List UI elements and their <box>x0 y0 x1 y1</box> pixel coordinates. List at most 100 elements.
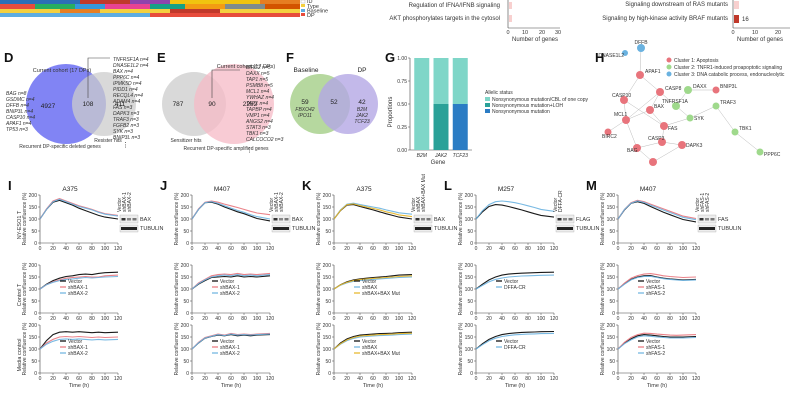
ytick-label: 0 <box>328 371 331 377</box>
svg-text:APAF1 n=4: APAF1 n=4 <box>5 121 32 127</box>
growth-plot: 0 50 100 150 200 0 20 40 60 80 100 120 Relative conf… <box>600 192 700 252</box>
f-gene-tcf23: TCF23 <box>354 119 370 125</box>
growth-plot: 0 50 100 150 200 0 20 40 60 80 100 120 Relative conf… <box>458 192 558 252</box>
svg-text:⋮: ⋮ <box>122 142 129 149</box>
node-casp3b <box>649 158 657 166</box>
xtick-label: 100 <box>395 246 404 252</box>
blot-band <box>426 218 431 221</box>
ytick-label: 0 <box>34 241 37 247</box>
node-tnfrsf1a <box>672 102 680 110</box>
ytick-label: 0 <box>612 371 615 377</box>
xtick-label: 60 <box>228 246 234 252</box>
series-line <box>475 274 555 290</box>
blot-label: TUBULIN <box>140 226 164 232</box>
ytick-label: 0 <box>186 241 189 247</box>
svg-text:TP53 n=3: TP53 n=3 <box>6 127 28 133</box>
xtick-label: 40 <box>641 316 647 322</box>
top-strip: ID Type Baseline DP Regulation of IFNA/I… <box>0 0 790 43</box>
svg-text:PIDD1 n=4: PIDD1 n=4 <box>113 87 138 93</box>
f-gene-ipo11: IPO11 <box>298 113 312 119</box>
deleted-gene-list: BAG n=8 GSDMC n=4 DFFB n=4 BNIP3L n=4 CA… <box>5 91 35 133</box>
ytick-label: 0 <box>470 371 473 377</box>
count-mid: 108 <box>83 101 94 108</box>
g-bar-segment <box>452 58 468 104</box>
xtick-label: 60 <box>512 246 518 252</box>
ytick-label: 0 <box>186 371 189 377</box>
xtick-label: 120 <box>408 376 417 382</box>
legend-label: Vector <box>504 339 519 345</box>
blot-band <box>415 218 420 221</box>
row-label-control: Control T <box>17 283 23 306</box>
xtick-label: 40 <box>641 376 647 382</box>
blot-lane-label: Vector <box>117 197 123 212</box>
xtick-label: 20 <box>50 316 56 322</box>
cell-line-title: M407 <box>214 186 231 193</box>
blot-lane-label: shBAX+BAX Mut <box>421 173 427 212</box>
resister-hits-label: Resister hits <box>94 138 122 144</box>
legend-label: Vector <box>362 339 377 345</box>
xtick-label: 100 <box>395 316 404 322</box>
legend-label: shBAX-1 <box>220 345 240 351</box>
blot-lane-label: DFFA-CR <box>558 190 564 212</box>
legend-label: shBAX-2 <box>220 351 240 357</box>
h-nodes: DFFB DNASE1L2 APAF1 CASP8 CASP10 BAX MCL… <box>598 40 781 166</box>
ylabel: Relative confluence (%) <box>600 192 606 245</box>
strip-legend: ID Type Baseline DP <box>300 0 328 19</box>
panel-label-h: H <box>595 50 604 65</box>
pathway-ras: Signaling downstream of RAS mutants <box>625 2 728 8</box>
ytick-label: 200 <box>181 263 190 269</box>
ytick-label: 0 <box>328 241 331 247</box>
e-count-left: 787 <box>173 101 184 108</box>
svg-text:CASP8: CASP8 <box>665 86 682 92</box>
xtick-label: 120 <box>408 246 417 252</box>
svg-text:APAF1: APAF1 <box>645 69 661 75</box>
blot-lane-label: shBAX <box>416 196 422 212</box>
g-axes: 0.00 0.25 0.50 0.75 1.00 B2M JAK2 TCF23 <box>397 56 472 159</box>
xtick-label: 80 <box>667 246 673 252</box>
h-legend: Cluster 1: Apoptosis Cluster 2: TNFR1-in… <box>666 57 785 78</box>
g-legend-item-1: Nonsynonymous mutation/CBL of one copy <box>492 97 588 103</box>
blot-band <box>273 218 278 221</box>
ylabel: Relative confluence (%) <box>22 262 28 315</box>
value-16: 16 <box>742 17 749 23</box>
series-line <box>333 203 413 220</box>
xtick-label: 120 <box>266 246 275 252</box>
series-line <box>333 332 413 350</box>
growth-plot: 0 50 100 150 200 0 20 40 60 80 100 120 Relative conf… <box>316 192 416 252</box>
cell-line-title: A375 <box>356 186 372 193</box>
ytick-label: 200 <box>465 193 474 199</box>
series-line <box>191 201 271 222</box>
node-casp3 <box>658 138 666 146</box>
panel-e: E Current cohort (17 DPs) 787 90 2282 BI… <box>157 50 284 154</box>
xtick-label: 40 <box>63 316 69 322</box>
ylabel: Relative confluence (%) <box>458 262 464 315</box>
xtick-label: 120 <box>114 246 123 252</box>
row-label-nyeso: NY-ESO1 T <box>17 210 23 239</box>
ytick-label: 0 <box>186 311 189 317</box>
xtick-label: 60 <box>654 246 660 252</box>
series-line <box>617 335 697 350</box>
xtick-label: 80 <box>525 246 531 252</box>
cell-line-title: M407 <box>640 186 657 193</box>
f-count-left: 59 <box>301 99 309 106</box>
ytick-label: 100 <box>465 217 474 223</box>
svg-text:BIRC2 n=5: BIRC2 n=5 <box>246 65 271 71</box>
xtick-label: 20 <box>202 316 208 322</box>
ytick-label: 100 <box>323 217 332 223</box>
legend-label: shBAX+BAX Mut <box>362 291 401 297</box>
svg-text:CASP10: CASP10 <box>612 93 631 99</box>
ylabel: Relative confluence (%) <box>600 262 606 315</box>
g-ytick-label: 0.00 <box>397 148 407 154</box>
svg-text:RECQL4 n=4: RECQL4 n=4 <box>113 93 143 99</box>
ylabel: Relative confluence (%) <box>316 262 322 315</box>
xtick-label: 0 <box>333 246 336 252</box>
xtick-label: 0 <box>191 316 194 322</box>
xtick-label: 20 <box>344 316 350 322</box>
ytick-label: 50 <box>31 299 37 305</box>
ytick-label: 50 <box>183 359 189 365</box>
svg-text:IPMK5D n=4: IPMK5D n=4 <box>113 81 142 87</box>
recurrent-amplified-label: Recurrent DP-specific amplified genes <box>183 146 269 152</box>
